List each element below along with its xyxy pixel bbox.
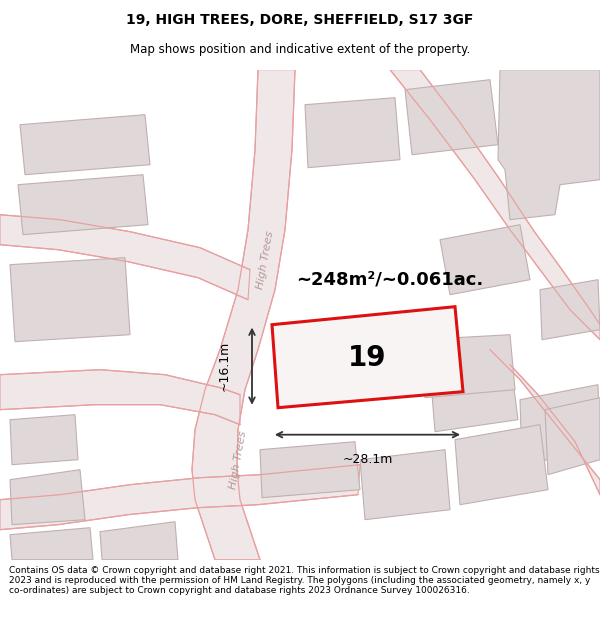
Polygon shape [100,522,178,560]
Polygon shape [272,307,463,408]
Polygon shape [520,384,600,465]
Polygon shape [390,69,600,340]
Polygon shape [18,174,148,234]
Polygon shape [540,280,600,340]
Polygon shape [455,425,548,505]
Polygon shape [440,224,530,294]
Text: ~248m²/~0.061ac.: ~248m²/~0.061ac. [296,271,484,289]
Text: High Trees: High Trees [255,230,275,289]
Polygon shape [430,357,518,432]
Text: High Trees: High Trees [228,430,248,489]
Polygon shape [0,465,360,530]
Polygon shape [10,258,130,342]
Text: 19: 19 [348,344,386,372]
Polygon shape [490,350,600,495]
Polygon shape [0,214,250,299]
Polygon shape [260,442,360,498]
Polygon shape [10,415,78,465]
Text: 19, HIGH TREES, DORE, SHEFFIELD, S17 3GF: 19, HIGH TREES, DORE, SHEFFIELD, S17 3GF [127,12,473,27]
Text: ~28.1m: ~28.1m [343,452,392,466]
Text: Contains OS data © Crown copyright and database right 2021. This information is : Contains OS data © Crown copyright and d… [9,566,599,596]
Polygon shape [405,79,498,154]
Polygon shape [0,369,240,425]
Polygon shape [545,398,600,475]
Polygon shape [305,98,400,168]
Polygon shape [498,69,600,219]
Polygon shape [192,69,295,560]
Text: Map shows position and indicative extent of the property.: Map shows position and indicative extent… [130,42,470,56]
Polygon shape [20,115,150,174]
Text: ~16.1m: ~16.1m [218,341,230,391]
Polygon shape [10,470,85,525]
Polygon shape [10,528,93,560]
Polygon shape [360,450,450,520]
Polygon shape [420,335,515,398]
